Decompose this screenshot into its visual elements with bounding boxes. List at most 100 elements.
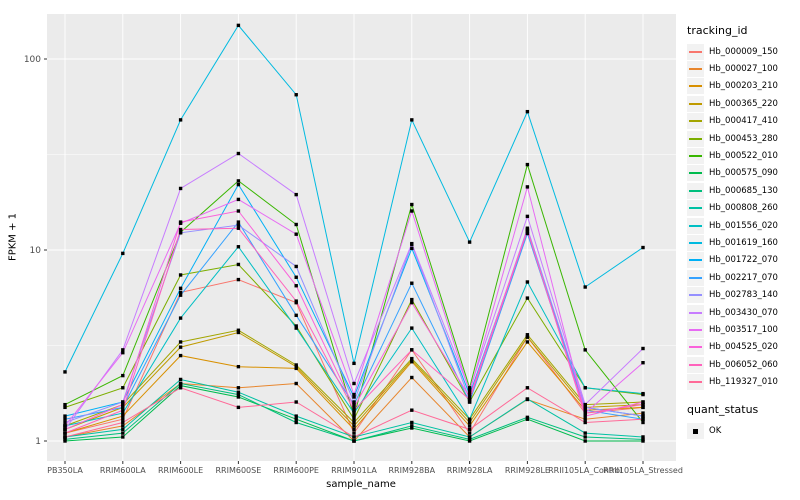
- data-point: [294, 192, 298, 197]
- data-point: [525, 386, 530, 390]
- data-point: [583, 417, 587, 421]
- legend-item-label: Hb_000808_260: [709, 203, 778, 214]
- data-point: [236, 386, 241, 390]
- data-point: [178, 316, 183, 320]
- data-point: [641, 405, 645, 410]
- legend-key-swatch: [687, 165, 704, 182]
- data-point: [236, 179, 241, 183]
- data-point: [121, 405, 125, 410]
- legend-key-swatch: [687, 113, 704, 130]
- legend-item-Hb_000365_220: Hb_000365_220: [687, 95, 799, 112]
- x-tick-label: PB350LA: [47, 466, 83, 475]
- legend-item-Hb_001556_020: Hb_001556_020: [687, 217, 799, 234]
- legend-line-icon: [689, 207, 702, 210]
- data-point: [121, 420, 125, 425]
- legend-key-swatch: [687, 217, 704, 234]
- data-point: [121, 251, 125, 256]
- data-point: [410, 375, 414, 380]
- legend-item-Hb_002783_140: Hb_002783_140: [687, 286, 799, 304]
- data-point: [410, 209, 414, 213]
- data-point: [121, 414, 125, 418]
- legend-line-icon: [689, 363, 702, 366]
- legend-item-label: Hb_000685_130: [709, 185, 778, 196]
- data-point: [178, 340, 183, 344]
- legend-title-quant-status: quant_status: [687, 402, 759, 416]
- data-point: [641, 411, 645, 415]
- data-point: [641, 402, 645, 407]
- legend-item-label: Hb_119327_010: [709, 377, 778, 388]
- data-point: [63, 435, 67, 439]
- data-point: [467, 388, 472, 392]
- data-point: [236, 277, 241, 282]
- legend-line-icon: [689, 381, 702, 384]
- data-point: [583, 414, 587, 418]
- data-point: [294, 400, 298, 404]
- data-point: [352, 414, 356, 418]
- data-point: [294, 299, 298, 303]
- data-point: [178, 273, 183, 277]
- legend-item-label: Hb_006052_060: [709, 359, 778, 370]
- data-point: [294, 414, 298, 418]
- data-point: [121, 408, 125, 412]
- legend-item-label: Hb_000522_010: [709, 151, 778, 162]
- panel-background: [47, 14, 676, 461]
- legend-line-icon: [689, 189, 702, 192]
- legend-line-icon: [689, 137, 702, 140]
- data-point: [352, 381, 356, 386]
- legend-title-tracking-id: tracking_id: [687, 24, 748, 37]
- data-point: [525, 415, 530, 420]
- data-point: [467, 437, 472, 442]
- legend-line-icon: [689, 276, 702, 279]
- x-tick-label: RRIM928LA: [447, 466, 493, 475]
- data-point: [583, 386, 587, 390]
- data-point: [178, 231, 183, 235]
- legend-line-icon: [689, 346, 702, 349]
- legend-key-swatch: [687, 269, 704, 286]
- data-point: [641, 414, 645, 418]
- legend-item-label: Hb_000575_090: [709, 168, 778, 179]
- legend-item-label: Hb_000027_100: [709, 64, 778, 75]
- data-point: [467, 240, 472, 244]
- data-point: [63, 405, 67, 410]
- data-point: [467, 395, 472, 399]
- data-point: [467, 390, 472, 394]
- data-point: [641, 361, 645, 365]
- data-point: [236, 330, 241, 335]
- data-point: [236, 328, 241, 332]
- legend-item-Hb_006052_060: Hb_006052_060: [687, 356, 799, 373]
- legend-key-swatch: [687, 339, 704, 356]
- data-point: [467, 431, 472, 435]
- data-point: [236, 226, 241, 230]
- data-point: [178, 353, 183, 358]
- ok-marker-key: [687, 422, 704, 439]
- data-point: [236, 220, 241, 224]
- legend-line-icon: [689, 120, 702, 123]
- data-point: [294, 366, 298, 371]
- data-point: [352, 431, 356, 435]
- data-point: [352, 408, 356, 412]
- data-point: [525, 162, 530, 167]
- data-point: [236, 392, 241, 397]
- data-point: [525, 185, 530, 189]
- data-point: [467, 435, 472, 439]
- legend-key-swatch: [687, 95, 704, 112]
- data-point: [121, 427, 125, 432]
- data-point: [641, 245, 645, 250]
- data-point: [467, 420, 472, 425]
- data-point: [641, 391, 645, 396]
- data-point: [236, 395, 241, 399]
- data-point: [467, 392, 472, 397]
- data-point: [410, 426, 414, 430]
- data-point: [352, 411, 356, 415]
- data-point: [236, 405, 241, 410]
- data-point: [63, 420, 67, 425]
- x-tick-label: RRIM600SE: [216, 466, 262, 475]
- legend-item-Hb_000009_150: Hb_000009_150: [687, 43, 799, 60]
- data-point: [352, 405, 356, 410]
- legend-item-Hb_000808_260: Hb_000808_260: [687, 200, 799, 217]
- data-point: [467, 424, 472, 428]
- data-point: [467, 386, 472, 390]
- legend-item-label: Hb_002217_070: [709, 272, 778, 283]
- data-point: [63, 370, 67, 374]
- legend-item-label: Hb_003517_100: [709, 324, 778, 335]
